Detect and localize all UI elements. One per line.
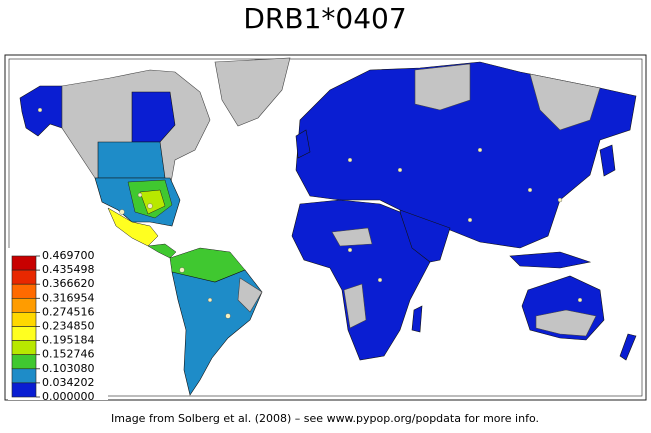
south-america-east (237, 277, 263, 313)
madagascar (411, 305, 423, 333)
legend-label: 0.000000 (42, 390, 95, 403)
canada-east (131, 91, 176, 143)
usa-hot (139, 189, 166, 215)
australia-gray (535, 309, 597, 337)
africa-south-gray (343, 283, 367, 329)
japan (599, 144, 616, 177)
legend-swatch (11, 283, 37, 299)
legend-label: 0.274516 (42, 305, 95, 318)
sample-points (37, 107, 583, 319)
central-america (147, 243, 177, 259)
asia-northeast-gray (529, 73, 601, 131)
legend: 0.4697000.4354980.3666200.3169540.274516… (8, 248, 108, 403)
legend-swatch (11, 297, 37, 313)
mexico (107, 207, 159, 247)
legend-label: 0.366620 (42, 277, 95, 290)
legend-swatch (11, 368, 37, 384)
legend-swatch (11, 382, 37, 398)
legend-swatch (11, 326, 37, 341)
caption: Image from Solberg et al. (2008) – see w… (111, 412, 539, 425)
legend-swatch (11, 340, 37, 356)
legend-label: 0.034202 (42, 376, 95, 389)
indonesia (509, 251, 592, 269)
legend-swatch (11, 269, 37, 285)
legend-swatch (11, 312, 37, 327)
legend-label: 0.469700 (42, 249, 95, 262)
legend-label: 0.152746 (42, 348, 95, 361)
map-title: DRB1*0407 (243, 2, 406, 35)
new-zealand (619, 333, 637, 361)
legend-label: 0.316954 (42, 291, 95, 304)
greenland (214, 57, 291, 127)
asia-north-gray (414, 63, 471, 111)
legend-label: 0.103080 (42, 362, 95, 375)
world-map (19, 57, 637, 396)
sahara-gray (331, 227, 373, 247)
uk (295, 129, 311, 159)
legend-label: 0.234850 (42, 320, 95, 333)
legend-swatch (11, 354, 37, 370)
africa (291, 199, 431, 361)
legend-swatch (11, 255, 37, 271)
canada-south (97, 141, 166, 179)
legend-label: 0.195184 (42, 334, 95, 347)
legend-label: 0.435498 (42, 263, 95, 276)
map-frame (4, 54, 647, 401)
